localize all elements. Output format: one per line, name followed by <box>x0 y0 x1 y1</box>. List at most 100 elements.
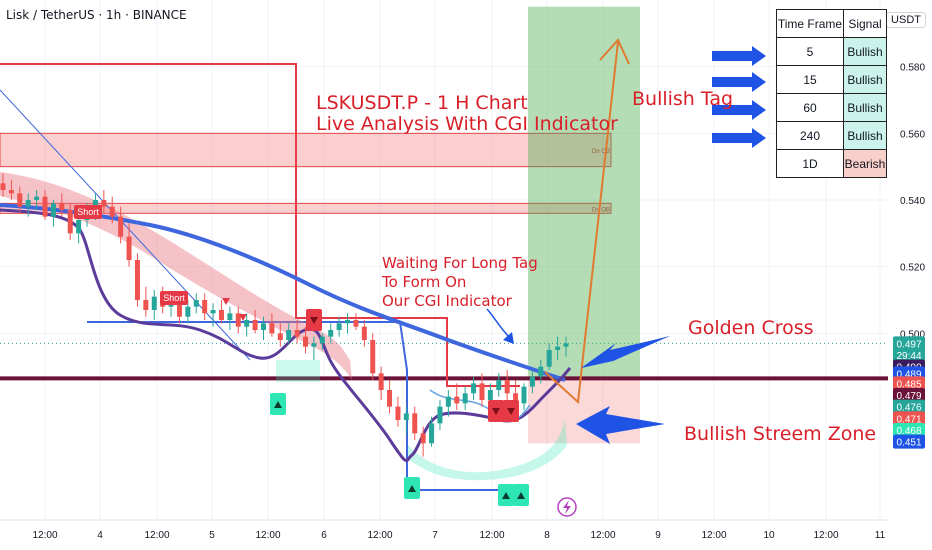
candle-bull <box>25 200 31 207</box>
price-tag-label: 0.468 <box>896 426 921 437</box>
price-tag-label: 29:44 <box>896 351 921 362</box>
price-tick-label: 0.520 <box>900 263 925 274</box>
upper-resistance-zone <box>0 132 612 168</box>
price-tick-label: 0.500 <box>900 329 925 340</box>
price-tag-label: 0.479 <box>896 391 921 402</box>
price-tag-label: 0.489 <box>896 369 921 380</box>
candle-bear <box>513 393 519 404</box>
price-axis[interactable]: 0.5800.5600.5400.5200.5000.49729:440.490… <box>888 0 932 550</box>
candle-bear <box>353 320 359 327</box>
candle-bear <box>0 183 6 190</box>
time-tick-label: 10 <box>763 530 775 541</box>
candle-bear <box>252 320 258 330</box>
fast-ma-line <box>0 208 572 463</box>
candle-bull <box>76 220 82 234</box>
candle-bull <box>244 320 250 327</box>
short-tag-label: Short <box>77 207 99 217</box>
short-tag <box>160 291 188 305</box>
waiting-annotation-line3: Our CGI Indicator <box>382 292 512 310</box>
price-tag-label: 0.471 <box>896 414 921 425</box>
candle-bear <box>176 303 182 317</box>
candle-bull <box>429 423 435 444</box>
candle-bear <box>277 333 283 340</box>
waiting-annotation-line2: To Form On <box>382 273 467 291</box>
candle-bull <box>538 366 544 377</box>
candle-bull <box>487 390 493 400</box>
price-tag <box>893 348 925 362</box>
price-tag <box>893 434 925 449</box>
currency-badge[interactable]: USDT <box>886 12 926 28</box>
candle-bear <box>143 300 149 310</box>
candle-bull <box>563 343 569 347</box>
candle-bull <box>445 396 451 407</box>
candle-bull <box>286 330 292 340</box>
sell-signal-arrow <box>507 408 515 415</box>
signal-table-header-signal: Signal <box>843 9 887 38</box>
candle-bear <box>235 313 241 327</box>
time-tick-label: 5 <box>209 530 215 541</box>
price-tick-label: 0.560 <box>900 129 925 140</box>
price-tick-label: 0.540 <box>900 196 925 207</box>
bullish-tag-annotation: Bullish Tag <box>632 88 734 110</box>
candle-bull <box>462 393 468 404</box>
candle-bull <box>50 203 56 217</box>
price-tag <box>893 376 925 391</box>
signal-table-signal: Bullish <box>843 121 887 150</box>
trail-step-line <box>87 321 500 491</box>
candle-bull <box>227 313 233 320</box>
candle-bull <box>34 196 40 200</box>
signal-table-timeframe: 1D <box>776 149 844 178</box>
mint-cloud <box>276 360 320 382</box>
mint-cloud <box>408 420 567 481</box>
candle-bull <box>185 306 191 317</box>
candle-bear <box>67 210 73 234</box>
annotation-arrows <box>486 38 766 444</box>
sell-signal-arrow <box>310 317 318 324</box>
price-tag-label: 0.451 <box>896 438 921 449</box>
short-tag <box>74 205 102 219</box>
symbol-header[interactable]: Lisk / TetherUS · 1h · BINANCE <box>6 8 187 22</box>
candle-bull <box>328 330 334 337</box>
short-tag-label: Short <box>163 293 185 303</box>
time-tick-label: 12:00 <box>590 530 615 541</box>
signal-table-signal: Bullish <box>843 93 887 122</box>
time-tick-label: 12:00 <box>144 530 169 541</box>
candle-bear <box>395 406 401 420</box>
candle-bull <box>555 346 561 350</box>
candle-bear <box>412 413 418 434</box>
time-tick-label: 12:00 <box>32 530 57 541</box>
candle-bear <box>361 326 367 340</box>
signal-table-timeframe: 240 <box>776 121 844 150</box>
time-axis[interactable]: 12:00 4 12:00 5 12:00 6 12:00 7 12:00 8 12:00 9 12:0… <box>0 519 932 550</box>
lightning-icon-bolt <box>563 500 571 514</box>
golden-cross-annotation: Golden Cross <box>688 317 814 339</box>
buy-signal-arrow <box>517 492 525 499</box>
stop-step-line <box>0 63 520 387</box>
price-tag <box>893 388 925 402</box>
candle-bear <box>294 330 300 337</box>
candle-bear <box>118 216 124 237</box>
candle-bear <box>126 236 132 260</box>
candle-bear <box>109 206 115 217</box>
time-tick-label: 12:00 <box>367 530 392 541</box>
candle-bear <box>269 323 275 334</box>
trend-ribbon <box>0 172 567 481</box>
lower-resistance-zone <box>0 202 612 214</box>
candle-bull <box>521 386 527 404</box>
candle-bull <box>311 343 317 347</box>
bullish-zone-arrow <box>576 406 665 444</box>
candle-bull <box>471 383 477 394</box>
signal-table-timeframe: 5 <box>776 37 844 66</box>
title-annotation-line1: LSKUSDT.P - 1 H Chart <box>316 92 528 114</box>
stop-loss-zone <box>528 378 640 444</box>
trendline <box>0 89 251 361</box>
candle-bear <box>370 340 376 374</box>
title-annotation-line2: Live Analysis With CGI Indicator <box>316 113 618 135</box>
price-tag-label: 0.485 <box>896 379 921 390</box>
zone-label: Dn OB <box>592 207 610 213</box>
price-tag <box>893 336 925 351</box>
candle-bear <box>387 390 393 407</box>
bullish-tag-arrow <box>712 100 766 120</box>
lightning-icon <box>557 497 577 517</box>
